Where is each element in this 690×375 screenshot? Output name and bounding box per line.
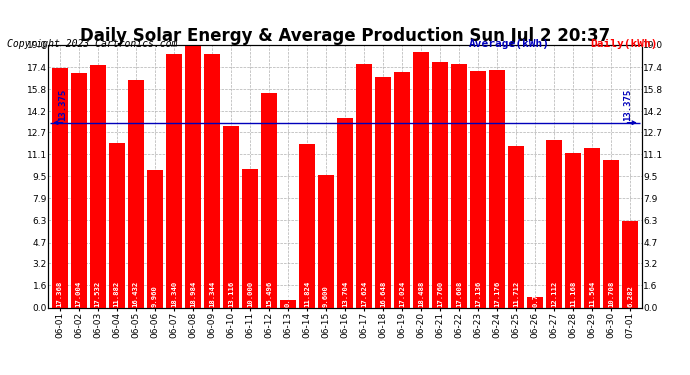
Text: 13.704: 13.704 bbox=[342, 280, 348, 307]
Bar bbox=[546, 140, 562, 308]
Bar bbox=[527, 297, 543, 307]
Bar bbox=[622, 221, 638, 308]
Text: 13.375: 13.375 bbox=[58, 88, 67, 121]
Bar bbox=[375, 78, 391, 308]
Bar bbox=[299, 144, 315, 308]
Bar bbox=[166, 54, 182, 307]
Text: Average(kWh): Average(kWh) bbox=[469, 39, 550, 50]
Bar bbox=[261, 93, 277, 308]
Text: 9.960: 9.960 bbox=[152, 285, 158, 307]
Text: 17.624: 17.624 bbox=[361, 280, 367, 307]
Text: Daily(kWh): Daily(kWh) bbox=[590, 39, 658, 50]
Text: 0.728: 0.728 bbox=[532, 285, 538, 307]
Bar bbox=[52, 68, 68, 308]
Text: 10.708: 10.708 bbox=[609, 280, 614, 307]
Bar bbox=[70, 73, 87, 308]
Text: 17.760: 17.760 bbox=[437, 280, 443, 307]
Text: 17.176: 17.176 bbox=[494, 280, 500, 307]
Text: 15.496: 15.496 bbox=[266, 280, 272, 307]
Bar bbox=[565, 153, 581, 308]
Text: 13.375: 13.375 bbox=[623, 88, 632, 121]
Text: 16.648: 16.648 bbox=[380, 280, 386, 307]
Bar bbox=[394, 72, 410, 308]
Text: 17.532: 17.532 bbox=[95, 280, 101, 307]
Text: 17.368: 17.368 bbox=[57, 280, 63, 307]
Text: 11.882: 11.882 bbox=[114, 280, 120, 307]
Text: 11.168: 11.168 bbox=[570, 280, 576, 307]
Bar bbox=[451, 64, 467, 308]
Bar bbox=[584, 148, 600, 308]
Bar bbox=[337, 118, 353, 308]
Text: 16.432: 16.432 bbox=[132, 280, 139, 307]
Text: 17.024: 17.024 bbox=[399, 280, 405, 307]
Bar bbox=[223, 126, 239, 308]
Bar bbox=[185, 45, 201, 308]
Title: Daily Solar Energy & Average Production Sun Jul 2 20:37: Daily Solar Energy & Average Production … bbox=[80, 27, 610, 45]
Text: 13.116: 13.116 bbox=[228, 280, 234, 307]
Bar bbox=[280, 300, 296, 307]
Bar bbox=[109, 143, 125, 308]
Bar bbox=[356, 64, 372, 308]
Bar bbox=[241, 170, 258, 308]
Bar bbox=[489, 70, 505, 308]
Bar bbox=[470, 71, 486, 308]
Text: 11.712: 11.712 bbox=[513, 280, 519, 307]
Text: 18.984: 18.984 bbox=[190, 280, 196, 307]
Bar bbox=[147, 170, 163, 308]
Text: 9.600: 9.600 bbox=[323, 285, 329, 307]
Text: 17.004: 17.004 bbox=[76, 280, 81, 307]
Text: 17.608: 17.608 bbox=[456, 280, 462, 307]
Text: 11.824: 11.824 bbox=[304, 280, 310, 307]
Bar bbox=[90, 65, 106, 308]
Bar bbox=[432, 62, 448, 308]
Bar bbox=[318, 175, 334, 308]
Bar bbox=[603, 159, 620, 308]
Text: 18.340: 18.340 bbox=[171, 280, 177, 307]
Bar bbox=[413, 52, 429, 308]
Text: 17.136: 17.136 bbox=[475, 280, 481, 307]
Text: 11.564: 11.564 bbox=[589, 280, 595, 307]
Bar bbox=[204, 54, 220, 307]
Text: 12.112: 12.112 bbox=[551, 280, 558, 307]
Bar bbox=[128, 81, 144, 308]
Text: 0.524: 0.524 bbox=[285, 285, 291, 307]
Text: 18.344: 18.344 bbox=[209, 280, 215, 307]
Text: Copyright 2023 Cartronics.com: Copyright 2023 Cartronics.com bbox=[7, 39, 177, 50]
Text: 6.282: 6.282 bbox=[627, 285, 633, 307]
Text: 10.000: 10.000 bbox=[247, 280, 253, 307]
Text: 18.488: 18.488 bbox=[418, 280, 424, 307]
Bar bbox=[508, 146, 524, 308]
